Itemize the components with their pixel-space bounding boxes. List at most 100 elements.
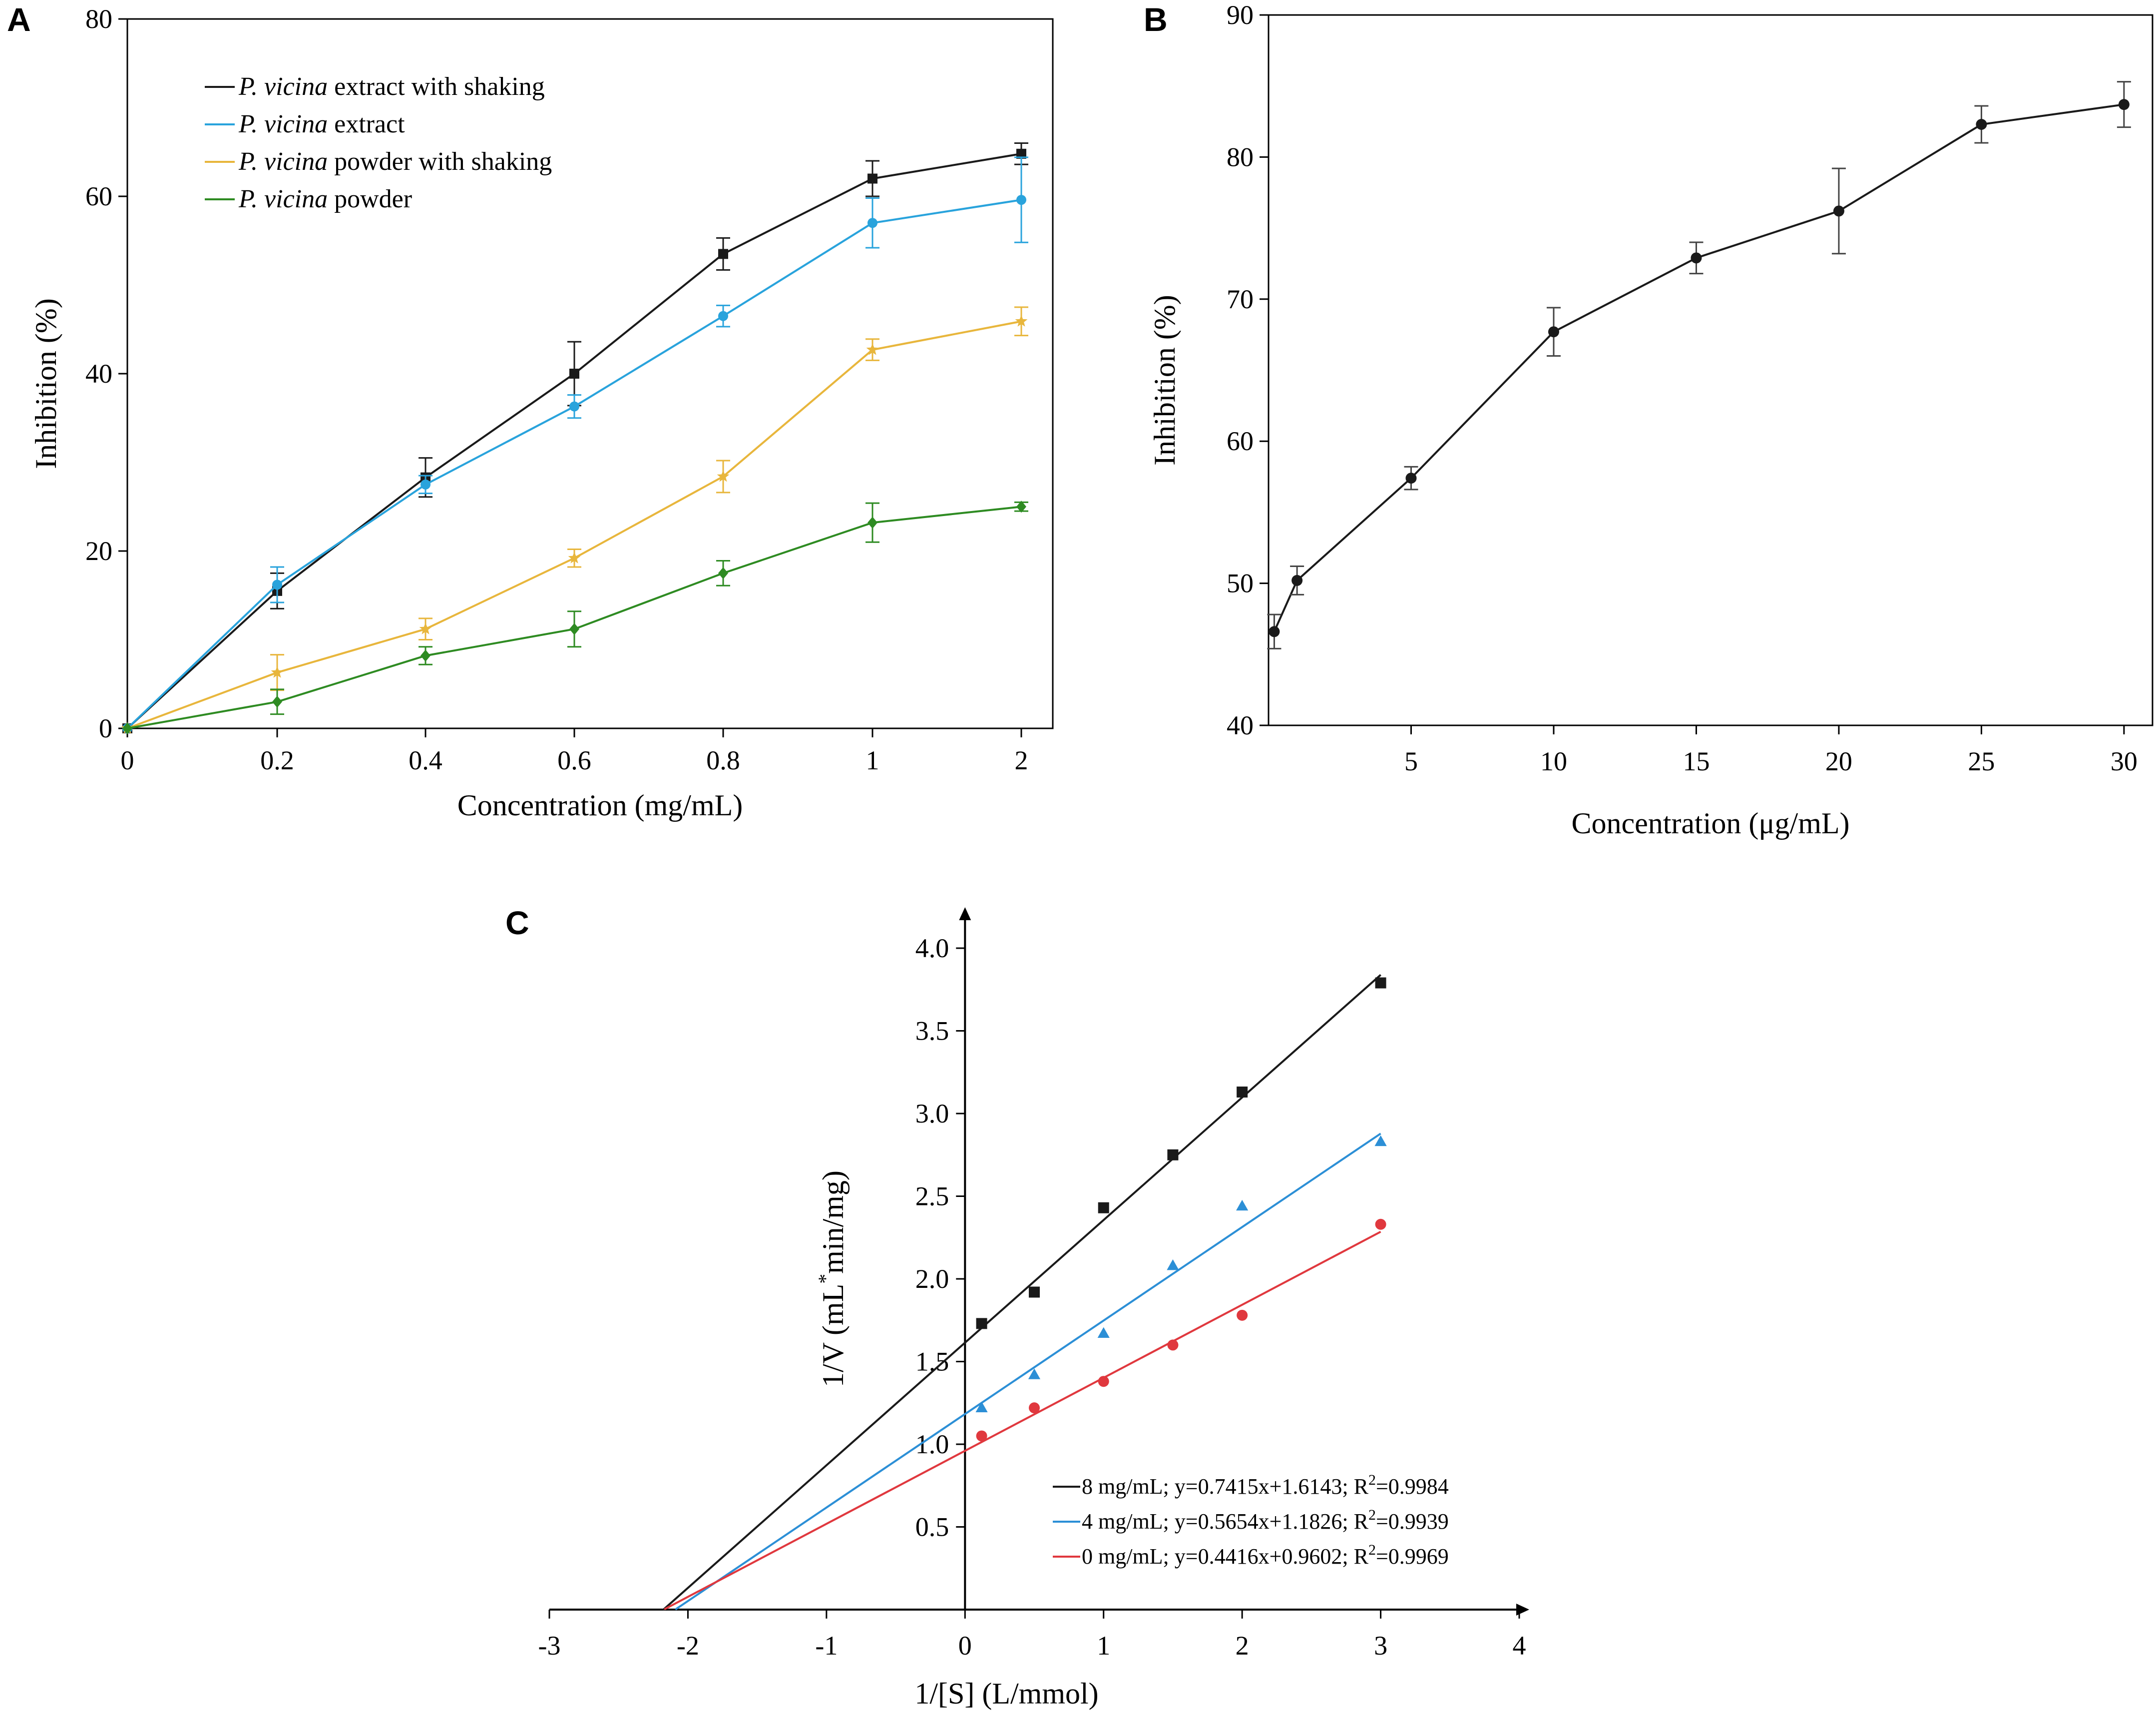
chart-c-ytick-label: 2.5 (915, 1181, 949, 1211)
chart-c-ytick-label: 3.0 (915, 1099, 949, 1129)
chart-c-point (1237, 1086, 1248, 1098)
legend-equation: 4 mg/mL; y=0.5654x+1.1826; R (1082, 1509, 1369, 1534)
legend-species-name: P. vicina (238, 147, 328, 176)
chart-c-ytick-label: 4.0 (915, 933, 949, 963)
chart-a-point (421, 649, 431, 662)
chart-c: -3 -2 -1 0 1 2 3 40.51.01.52.02.53.03.54.01/[S]… (538, 907, 1529, 1710)
legend-sample-description: extract (328, 110, 405, 138)
chart-a-series-0 (122, 142, 1028, 733)
legend-superscript: 2 (1368, 1542, 1376, 1558)
chart-a-point (718, 249, 728, 259)
chart-a-legend-label: P. vicina powder (238, 185, 412, 213)
chart-a-point (568, 552, 581, 564)
chart-b-point (2118, 99, 2130, 110)
panel-label-c: C (505, 904, 529, 941)
chart-a-point (569, 623, 579, 635)
chart-b-ytick-label: 60 (1227, 426, 1254, 456)
legend-sample-description: powder (328, 185, 412, 213)
chart-c-point (1236, 1199, 1249, 1211)
chart-c-ytick-label: 2.0 (915, 1264, 949, 1294)
legend-equation: 0 mg/mL; y=0.4416x+0.9602; R (1082, 1544, 1369, 1569)
chart-a-point (718, 567, 728, 579)
chart-b-ytick-label: 90 (1227, 0, 1254, 30)
chart-b-point (1833, 205, 1844, 217)
legend-superscript: 2 (1368, 1472, 1376, 1488)
chart-a-legend-label: P. vicina extract (238, 110, 405, 138)
chart-c-point (1167, 1259, 1179, 1270)
chart-b-point (1405, 473, 1417, 484)
chart-a-point (867, 218, 877, 228)
chart-a-xtick-label: 0.6 (557, 745, 591, 775)
chart-a-legend-label: P. vicina extract with shaking (238, 72, 545, 101)
chart-c-point (1098, 1376, 1109, 1387)
chart-a-point (1016, 501, 1026, 513)
chart-c-xtick-label: -2 (677, 1631, 699, 1661)
chart-c-point (1375, 977, 1386, 989)
chart-c-fit-line (664, 1230, 1381, 1611)
chart-a-xtick-label: 0.4 (409, 745, 442, 775)
chart-b-xtick-label: 5 (1404, 746, 1418, 776)
chart-a-ylabel: Inhibition (%) (29, 298, 62, 469)
chart-c-point (1028, 1368, 1041, 1379)
chart-a-point (569, 401, 579, 412)
chart-b-point (1691, 252, 1702, 264)
chart-c-series-1 (675, 1133, 1387, 1611)
legend-species-name: P. vicina (238, 110, 328, 138)
chart-a-point (718, 311, 728, 321)
chart-c-xtick-label: -1 (815, 1631, 838, 1661)
chart-c-x-arrow (1516, 1604, 1529, 1616)
chart-c-point (975, 1401, 988, 1412)
legend-equation: 8 mg/mL; y=0.7415x+1.6143; R (1082, 1474, 1369, 1499)
chart-c-xtick-label: -3 (538, 1631, 561, 1661)
chart-b-ylabel: Inhibition (%) (1148, 295, 1181, 466)
chart-c-point (1167, 1149, 1179, 1160)
legend-r-squared: =0.9939 (1376, 1509, 1449, 1534)
chart-c-point (1098, 1202, 1109, 1213)
chart-c-point (1374, 1135, 1387, 1146)
chart-c-fit-line (662, 974, 1381, 1611)
chart-a-point (1015, 315, 1028, 327)
panel-label-b: B (1144, 1, 1168, 38)
chart-a-legend-label: P. vicina powder with shaking (238, 147, 552, 176)
chart-c-point (1167, 1339, 1179, 1351)
chart-c-legend-label: 4 mg/mL; y=0.5654x+1.1826; R2=0.9939 (1082, 1507, 1449, 1534)
chart-c-ylabel-main: 1/V (mL (817, 1284, 850, 1387)
chart-a-point (866, 343, 879, 355)
chart-a-point (1016, 148, 1026, 159)
legend-sample-description: powder with shaking (328, 147, 552, 176)
legend-species-name: P. vicina (238, 185, 328, 213)
legend-superscript: 2 (1368, 1507, 1376, 1523)
chart-c-ylabel-sup: * (814, 1274, 837, 1284)
legend-r-squared: =0.9969 (1376, 1544, 1449, 1569)
chart-b-point (1269, 626, 1280, 637)
chart-a-point (569, 369, 579, 379)
chart-c-point (1029, 1402, 1040, 1414)
chart-a-xtick-label: 0.2 (260, 745, 294, 775)
chart-a-ytick-label: 20 (85, 536, 112, 566)
chart-b: 5 10 15 20 25 30 40 50 60 70 80 90 Concentration (μg… (1148, 0, 2154, 840)
chart-c-point (976, 1318, 987, 1329)
panel-label-a: A (7, 1, 31, 38)
chart-b-ytick-label: 40 (1227, 710, 1254, 740)
chart-a-ytick-label: 40 (85, 359, 112, 389)
chart-c-legend-label: 0 mg/mL; y=0.4416x+0.9602; R2=0.9969 (1082, 1542, 1449, 1569)
chart-c-series-0 (662, 974, 1386, 1611)
chart-b-xtick-label: 30 (2111, 746, 2138, 776)
chart-c-xtick-label: 2 (1236, 1631, 1249, 1661)
chart-a-point (272, 579, 282, 590)
chart-a-point (271, 666, 284, 678)
chart-b-point (1976, 118, 1987, 130)
chart-b-point (1548, 326, 1559, 338)
chart-c-point (1375, 1218, 1386, 1230)
legend-sample-description: extract with shaking (328, 72, 545, 101)
chart-b-ytick-label: 80 (1227, 142, 1254, 172)
chart-b-xtick-label: 15 (1683, 746, 1710, 776)
chart-c-point (1237, 1309, 1248, 1321)
chart-c-ytick-label: 0.5 (915, 1512, 949, 1542)
chart-c-ytick-label: 3.5 (915, 1016, 949, 1046)
chart-c-ylabel: 1/V (mL*min/mg) (814, 1170, 850, 1387)
chart-a-point (419, 622, 432, 634)
chart-b-xlabel: Concentration (μg/mL) (1571, 807, 1849, 840)
